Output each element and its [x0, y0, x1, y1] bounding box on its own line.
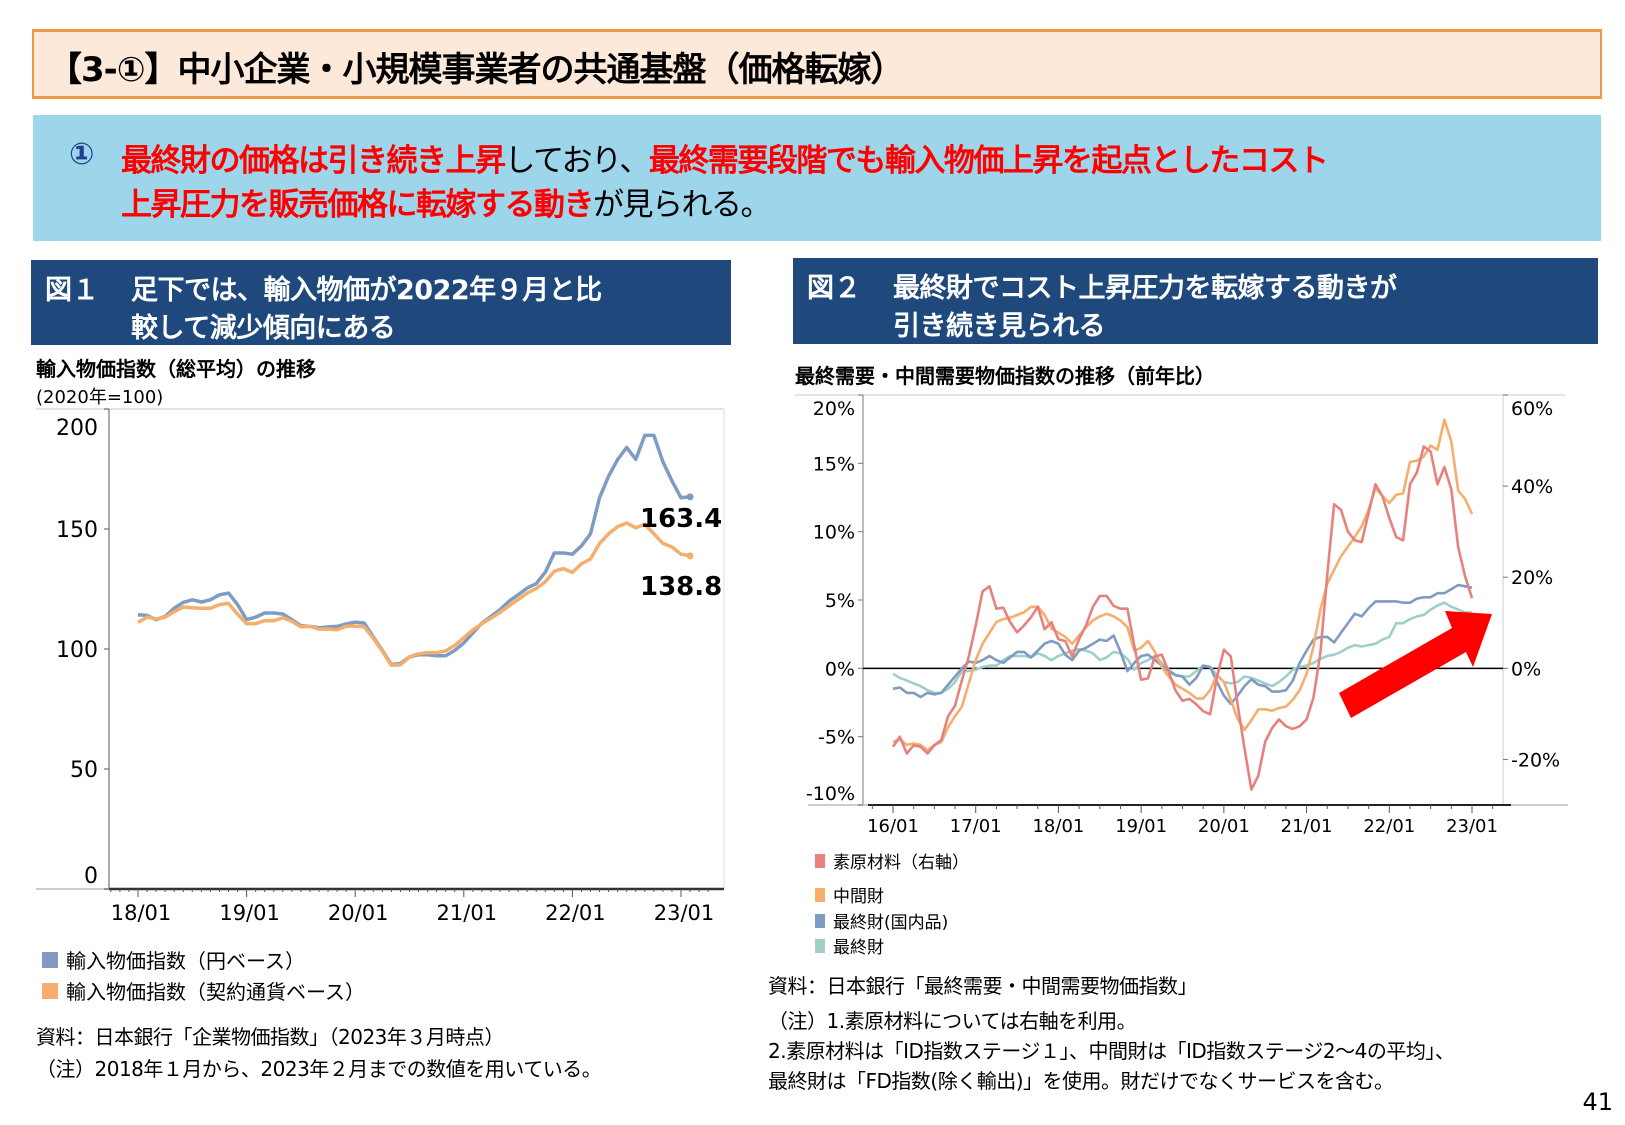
- left-y-tick-label: 0%: [825, 658, 855, 680]
- left-y-tick-label: 5%: [825, 590, 855, 612]
- figure1-heading-line: 較して減少傾向にある: [131, 313, 396, 344]
- legend-swatch: [815, 853, 825, 868]
- value-label: 138.8: [640, 572, 722, 602]
- value-label: 163.4: [640, 504, 722, 534]
- summary-line-2: 上昇圧力を販売価格に転嫁する動きが見られる。: [121, 179, 772, 224]
- x-tick-label: 18/01: [111, 901, 172, 925]
- y-tick-label: 50: [70, 758, 98, 783]
- legend-swatch: [815, 913, 825, 928]
- y-tick-label: 100: [56, 638, 98, 663]
- summary-emphasis: 最終需要段階でも輸入物価上昇を起点としたコスト: [648, 143, 1329, 179]
- figure1-label: 図１: [45, 275, 99, 306]
- legend-label: 輸入物価指数（契約通貨ベース）: [66, 980, 365, 1004]
- y-tick-label: 200: [56, 416, 98, 441]
- left-y-tick-label: -5%: [818, 727, 855, 749]
- series-end-point: [686, 552, 694, 560]
- slide-title: 【3-①】中小企業・小規模事業者の共通基盤（価格転嫁）: [48, 50, 905, 90]
- summary-box: ① 最終財の価格は引き続き上昇しており、最終需要段階でも輸入物価上昇を起点とした…: [33, 115, 1601, 241]
- summary-line-1: 最終財の価格は引き続き上昇しており、最終需要段階でも輸入物価上昇を起点としたコス…: [121, 135, 1329, 180]
- x-tick-label: 20/01: [1198, 816, 1250, 837]
- series-end-point: [686, 493, 694, 501]
- summary-text: しており、: [504, 143, 651, 179]
- legend-label: 最終財: [833, 938, 884, 958]
- right-y-tick-label: -20%: [1511, 749, 1560, 771]
- left-y-tick-label: 10%: [813, 522, 855, 544]
- summary-text: が見られる。: [593, 187, 772, 223]
- x-tick-label: 18/01: [1032, 816, 1084, 837]
- series-line-raw-materials: [891, 445, 1474, 791]
- figure2-note: 2.素原材料は「ID指数ステージ１」、中間財は「ID指数ステージ2～4の平均」、: [768, 1039, 1455, 1063]
- x-tick-label: 19/01: [219, 901, 280, 925]
- x-tick-label: 19/01: [1115, 816, 1167, 837]
- right-y-tick-label: 60%: [1511, 398, 1553, 420]
- legend-label: 素原材料（右軸）: [833, 853, 969, 873]
- x-tick-label: 21/01: [437, 901, 498, 925]
- legend-swatch: [42, 951, 58, 968]
- x-tick-label: 16/01: [867, 816, 919, 837]
- chart2-legend-item: 最終財(国内品): [815, 908, 948, 933]
- x-tick-label: 23/01: [654, 901, 715, 925]
- series-line-contract-currency-basis: [137, 521, 691, 668]
- x-tick-label: 23/01: [1446, 816, 1498, 837]
- figure2-note: 最終財は「FD指数(除く輸出)」を使用。財だけでなくサービスを含む。: [768, 1069, 1394, 1093]
- x-tick-label: 22/01: [545, 901, 606, 925]
- x-tick-label: 21/01: [1281, 816, 1333, 837]
- figure1-source: 資料：日本銀行「企業物価指数」（2023年３月時点）: [36, 1025, 504, 1049]
- figure2-label: 図２: [807, 273, 861, 304]
- figure2-header: 図２ 最終財でコスト上昇圧力を転嫁する動きが 引き続き見られる: [793, 258, 1598, 344]
- right-y-tick-label: 20%: [1511, 567, 1553, 589]
- chart2-legend-item: 最終財: [815, 933, 884, 958]
- legend-swatch: [815, 887, 825, 902]
- legend-swatch: [42, 982, 58, 999]
- y-tick-label: 150: [56, 518, 98, 543]
- figure1-header: 図１ 足下では、輸入物価が2022年９月と比 較して減少傾向にある: [31, 260, 731, 345]
- chart1-legend-item: 輸入物価指数（円ベース）: [42, 945, 305, 974]
- legend-label: 最終財(国内品): [833, 913, 949, 933]
- chart1-legend-item: 輸入物価指数（契約通貨ベース）: [42, 976, 365, 1005]
- chart2-title: 最終需要・中間需要物価指数の推移（前年比）: [795, 364, 1215, 388]
- right-y-tick-label: 40%: [1511, 476, 1553, 498]
- series-line-final-goods-domestic: [892, 583, 1473, 706]
- figure1-note: （注）2018年１月から、2023年２月までの数値を用いている。: [36, 1057, 602, 1081]
- legend-label: 輸入物価指数（円ベース）: [66, 949, 305, 973]
- summary-emphasis: 上昇圧力を販売価格に転嫁する動き: [121, 187, 595, 223]
- legend-label: 中間財: [833, 887, 884, 907]
- slide-title-box: 【3-①】中小企業・小規模事業者の共通基盤（価格転嫁）: [32, 29, 1602, 99]
- chart1-unit: (2020年=100): [36, 387, 164, 408]
- chart1-title: 輸入物価指数（総平均）の推移: [36, 357, 316, 381]
- chart2-legend-item: 中間財: [815, 882, 884, 907]
- figure2-note: （注）1.素原材料については右軸を利用。: [768, 1009, 1137, 1033]
- legend-swatch: [815, 938, 825, 953]
- trend-arrow-icon: [1339, 611, 1492, 718]
- figure2-heading-line: 引き続き見られる: [893, 311, 1106, 342]
- y-tick-label: 0: [84, 864, 98, 889]
- x-tick-label: 22/01: [1363, 816, 1415, 837]
- page-number: 41: [1582, 1088, 1613, 1116]
- left-y-tick-label: 20%: [813, 398, 855, 420]
- left-y-tick-label: 15%: [813, 453, 855, 475]
- summary-emphasis: 最終財の価格は引き続き上昇: [121, 143, 506, 179]
- figure2-source: 資料：日本銀行「最終需要・中間需要物価指数」: [768, 974, 1198, 998]
- chart2-legend-item: 素原材料（右軸）: [815, 848, 969, 873]
- figure1-heading-line: 足下では、輸入物価が2022年９月と比: [131, 275, 602, 306]
- x-tick-label: 17/01: [950, 816, 1002, 837]
- summary-number: ①: [69, 137, 95, 172]
- right-y-tick-label: 0%: [1511, 658, 1541, 680]
- x-tick-label: 20/01: [328, 901, 389, 925]
- left-y-tick-label: -10%: [806, 783, 855, 805]
- figure2-heading-line: 最終財でコスト上昇圧力を転嫁する動きが: [893, 273, 1397, 304]
